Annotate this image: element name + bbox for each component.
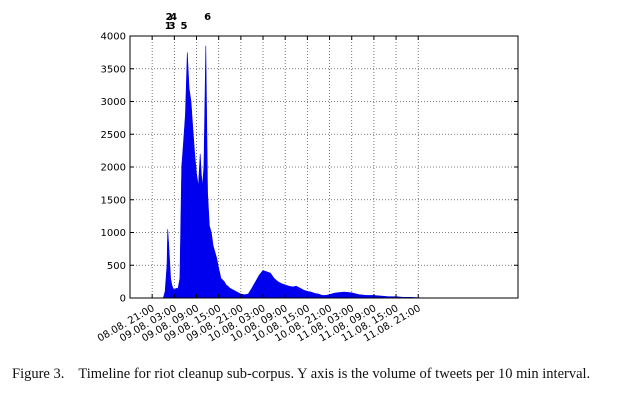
caption-label: Figure 3.: [12, 366, 65, 382]
y-tick-label: 1500: [101, 195, 126, 206]
event-marker-1: 1: [165, 21, 172, 32]
y-tick-label: 3000: [101, 97, 126, 108]
y-tick-label: 3500: [101, 64, 126, 75]
event-marker-5: 5: [180, 21, 187, 32]
y-tick-label: 500: [107, 261, 126, 272]
event-marker-4: 4: [170, 12, 177, 23]
event-marker-3: 3: [169, 21, 176, 32]
tweet-volume-area: [162, 45, 430, 299]
y-tick-label: 2500: [101, 130, 126, 141]
y-tick-label: 0: [120, 294, 126, 305]
y-tick-label: 1000: [101, 228, 126, 239]
figure-caption: Figure 3. Timeline for riot cleanup sub-c…: [12, 366, 612, 383]
y-tick-label: 4000: [101, 32, 126, 43]
y-tick-label: 2000: [101, 163, 126, 174]
caption-text: Timeline for riot cleanup sub-corpus. Y …: [78, 366, 591, 382]
event-marker-6: 6: [204, 12, 211, 23]
event-marker-2: 2: [166, 12, 173, 23]
